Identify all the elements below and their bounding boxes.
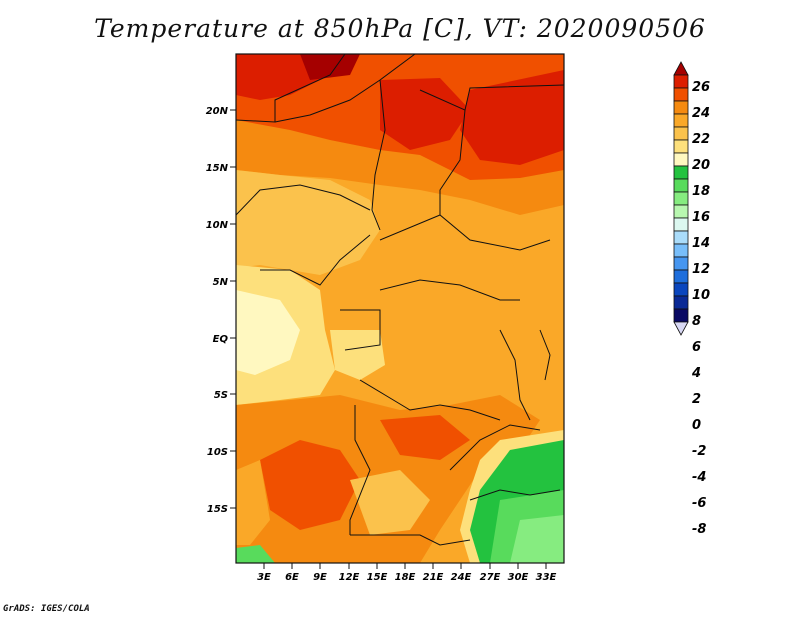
lat-tick-label: 5N	[213, 277, 229, 288]
lat-tick-label: 5S	[214, 390, 228, 401]
colorbar-swatch	[673, 295, 689, 310]
colorbar-swatch	[673, 204, 689, 219]
lon-tick-label: 33E	[536, 572, 557, 583]
colorbar-swatch	[673, 191, 689, 206]
colorbar-swatch	[673, 165, 689, 180]
colorbar-label: 0	[692, 418, 701, 433]
colorbar-label: -2	[692, 444, 706, 459]
colorbar-label: 16	[692, 210, 710, 225]
colorbar-swatch	[673, 243, 689, 258]
colorbar-label: 6	[692, 340, 701, 355]
colorbar-label: 26	[692, 80, 710, 95]
colorbar-swatch	[673, 139, 689, 154]
map-frame	[235, 53, 565, 564]
lat-tick-label: 15N	[206, 163, 229, 174]
colorbar-swatch	[673, 113, 689, 128]
colorbar-swatch	[673, 256, 689, 271]
colorbar-swatch	[673, 230, 689, 245]
lon-tick-label: 27E	[480, 572, 501, 583]
lat-tick-label: 10N	[206, 220, 229, 231]
lon-tick-label: 30E	[508, 572, 529, 583]
colorbar-swatch	[673, 152, 689, 167]
lat-tick-label: EQ	[213, 334, 229, 345]
lon-tick-label: 24E	[451, 572, 472, 583]
colorbar-swatch	[673, 126, 689, 141]
colorbar-swatch	[673, 217, 689, 232]
colorbar-swatch	[673, 100, 689, 115]
credit-text: GrADS: IGES/COLA	[3, 604, 90, 614]
colorbar-label: -8	[692, 522, 706, 537]
colorbar-swatch	[673, 321, 689, 336]
colorbar-labels: 26 24 22 20 18 16 14 12 10 8 6 4 2 0 -2 …	[691, 80, 710, 537]
lon-tick-label: 3E	[257, 572, 271, 583]
colorbar-label: 18	[692, 184, 710, 199]
colorbar-label: -6	[692, 496, 706, 511]
lon-tick-label: 15E	[367, 572, 388, 583]
colorbar	[673, 61, 689, 336]
colorbar-swatch	[673, 178, 689, 193]
country-borders	[236, 54, 564, 546]
colorbar-label: 22	[692, 132, 710, 147]
lon-tick-label: 18E	[395, 572, 416, 583]
lat-tick-label: 20N	[206, 106, 229, 117]
colorbar-swatch	[673, 308, 689, 323]
colorbar-label: -4	[692, 470, 706, 485]
lon-tick-label: 12E	[339, 572, 360, 583]
lon-tick-label: 9E	[313, 572, 327, 583]
colorbar-label: 12	[692, 262, 710, 277]
temperature-field	[236, 54, 564, 563]
colorbar-label: 14	[692, 236, 710, 251]
colorbar-label: 24	[692, 106, 710, 121]
lon-tick-label: 21E	[423, 572, 444, 583]
lat-tick-label: 10S	[207, 447, 228, 458]
lon-axis: 3E 6E 9E 12E 15E 18E 21E 24E 27E 30E 33E	[257, 563, 557, 583]
colorbar-swatch	[673, 61, 689, 76]
colorbar-label: 10	[692, 288, 710, 303]
lat-tick-label: 15S	[207, 504, 228, 515]
colorbar-label: 20	[692, 158, 710, 173]
colorbar-label: 8	[692, 314, 701, 329]
colorbar-swatch	[673, 87, 689, 102]
map-title: Temperature at 850hPa [C], VT: 202009050…	[94, 14, 706, 43]
colorbar-swatch	[673, 74, 689, 89]
lon-tick-label: 6E	[285, 572, 299, 583]
lat-axis: 20N 15N 10N 5N EQ 5S 10S 15S	[206, 106, 236, 515]
colorbar-label: 4	[691, 366, 701, 381]
colorbar-swatch	[673, 269, 689, 284]
colorbar-swatch	[673, 282, 689, 297]
colorbar-label: 2	[692, 392, 701, 407]
